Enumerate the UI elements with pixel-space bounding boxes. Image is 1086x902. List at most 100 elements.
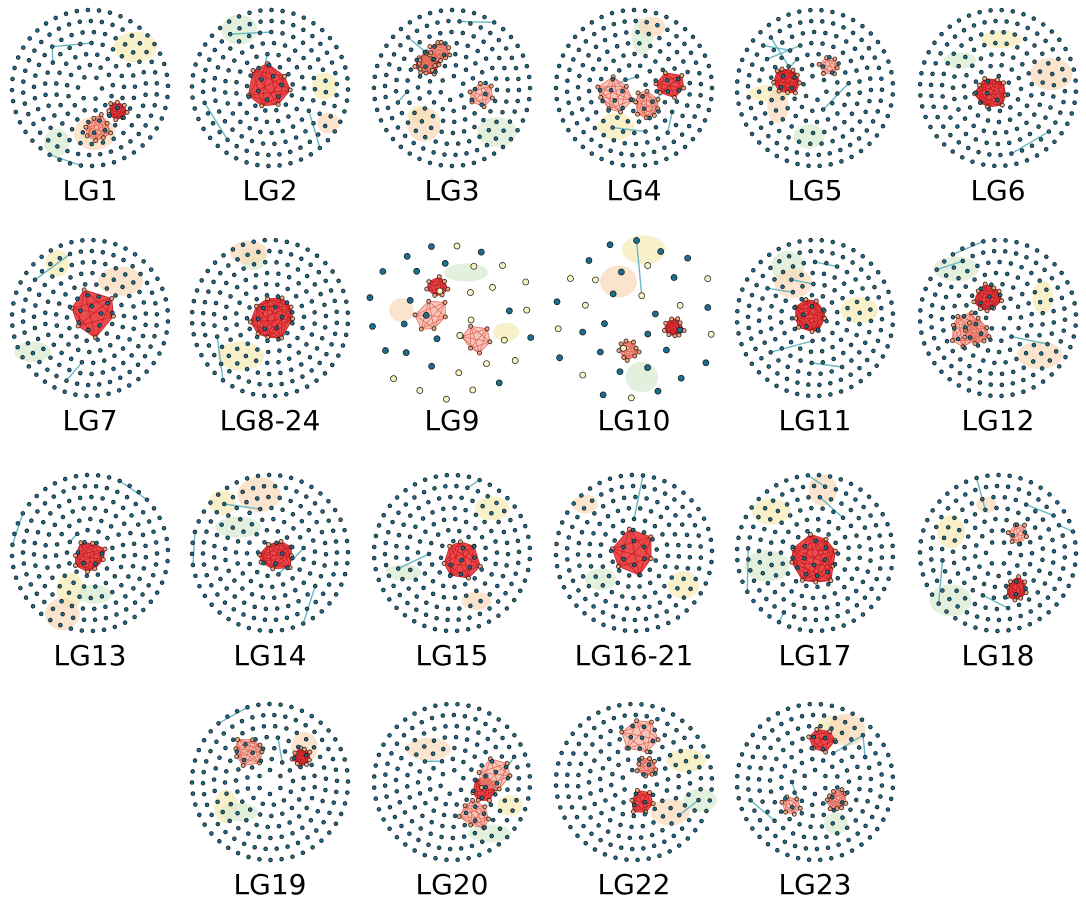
- node: [879, 305, 884, 311]
- node: [758, 29, 763, 35]
- node: [653, 160, 659, 166]
- node: [866, 535, 872, 541]
- node: [836, 525, 841, 531]
- node: [682, 26, 688, 32]
- cluster-edge: [621, 721, 652, 733]
- node: [301, 545, 306, 551]
- node: [482, 14, 487, 20]
- node: [793, 113, 798, 119]
- network-panel: [553, 472, 715, 634]
- node: [301, 15, 307, 20]
- node: [631, 7, 637, 13]
- node: [830, 251, 835, 256]
- node: [466, 703, 471, 709]
- node: [677, 374, 685, 382]
- node: [623, 83, 629, 89]
- node: [555, 761, 561, 766]
- node: [189, 780, 195, 785]
- node: [262, 540, 267, 545]
- node: [343, 332, 349, 338]
- node: [605, 514, 611, 519]
- node: [393, 89, 399, 94]
- node: [657, 248, 665, 255]
- node: [745, 589, 750, 594]
- node: [949, 284, 954, 290]
- node: [21, 539, 27, 544]
- node: [1010, 369, 1016, 375]
- node: [1022, 579, 1028, 585]
- node: [619, 484, 625, 490]
- node: [263, 846, 268, 852]
- node: [454, 628, 460, 634]
- node: [860, 23, 865, 29]
- node: [451, 108, 456, 114]
- node: [1001, 540, 1007, 545]
- node: [1046, 610, 1051, 615]
- node: [432, 293, 438, 298]
- node: [155, 276, 160, 282]
- node: [566, 535, 572, 540]
- node: [92, 606, 97, 612]
- node: [476, 770, 482, 775]
- node: [559, 520, 565, 525]
- node: [868, 87, 874, 93]
- node: [749, 505, 754, 510]
- node: [527, 774, 533, 779]
- faint-cluster: [208, 490, 237, 515]
- node: [323, 552, 329, 557]
- node: [161, 61, 167, 67]
- node: [395, 566, 401, 571]
- node: [876, 295, 881, 300]
- node: [266, 542, 271, 547]
- node: [148, 344, 153, 349]
- node: [122, 42, 128, 47]
- node: [290, 625, 296, 630]
- node: [382, 347, 389, 354]
- node: [1062, 317, 1068, 322]
- cluster-edge: [261, 89, 291, 107]
- node: [258, 8, 263, 13]
- cluster-edge: [611, 528, 630, 550]
- node: [277, 495, 282, 501]
- node: [996, 288, 1002, 294]
- node: [1032, 525, 1038, 530]
- node: [485, 736, 491, 742]
- node: [861, 504, 866, 510]
- node: [757, 588, 762, 593]
- node: [376, 577, 382, 583]
- node: [796, 139, 802, 144]
- edge: [936, 260, 964, 271]
- node: [27, 36, 32, 41]
- node: [679, 132, 685, 137]
- edge: [277, 737, 283, 763]
- node: [202, 100, 207, 106]
- node: [596, 348, 604, 356]
- node: [698, 81, 704, 87]
- node: [660, 707, 666, 712]
- node: [462, 803, 468, 809]
- node: [662, 839, 667, 844]
- node: [589, 99, 594, 105]
- node: [391, 52, 397, 57]
- node: [17, 120, 23, 125]
- node: [240, 799, 245, 804]
- node: [1040, 379, 1046, 384]
- node: [802, 544, 808, 549]
- node: [286, 71, 291, 77]
- node: [414, 57, 419, 63]
- node: [702, 118, 708, 123]
- node: [1010, 533, 1016, 538]
- node: [299, 708, 305, 714]
- node: [278, 539, 284, 544]
- node: [919, 330, 924, 335]
- node: [256, 249, 261, 255]
- node: [701, 744, 706, 749]
- node: [1051, 82, 1057, 88]
- node: [1020, 291, 1025, 297]
- node: [224, 280, 229, 286]
- node: [574, 603, 579, 608]
- node: [21, 308, 26, 313]
- node: [224, 485, 230, 491]
- panel-label: LG22: [598, 868, 671, 901]
- node: [854, 566, 860, 572]
